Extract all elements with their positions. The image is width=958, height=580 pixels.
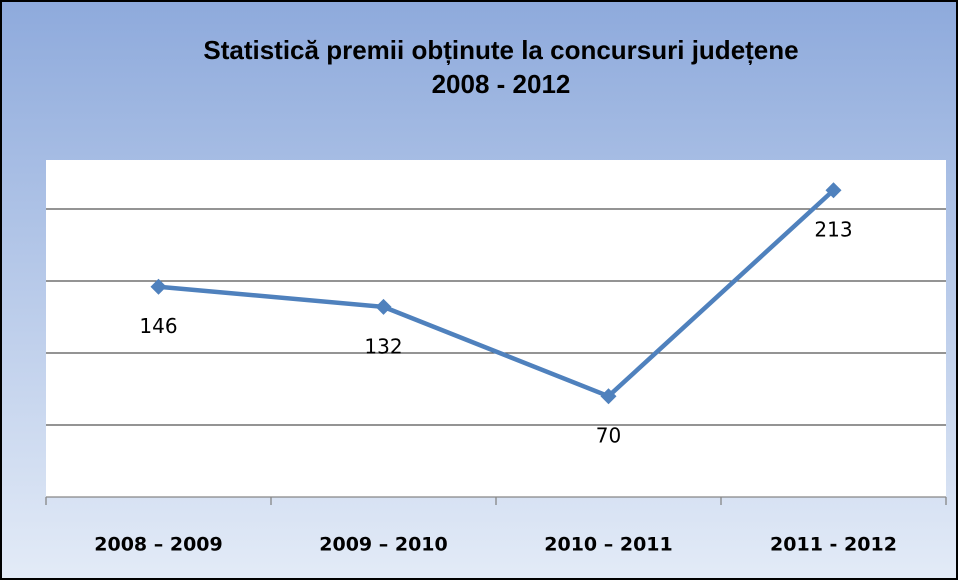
x-tick-label: 2010 – 2011 <box>544 534 673 556</box>
marker <box>150 278 167 295</box>
data-label: 70 <box>596 424 621 448</box>
x-tick-label: 2011 - 2012 <box>770 534 897 556</box>
chart-title: 2008 - 2012 <box>432 69 571 99</box>
marker <box>375 298 392 315</box>
x-tick-label: 2008 – 2009 <box>94 534 223 556</box>
data-label: 213 <box>814 218 852 242</box>
marker <box>600 388 617 405</box>
plot-area <box>46 160 946 497</box>
marker <box>825 182 842 199</box>
x-tick-label: 2009 – 2010 <box>319 534 448 556</box>
line <box>158 188 836 399</box>
data-label: 146 <box>139 314 177 338</box>
chart-title: Statistică premii obținute la concursuri… <box>203 35 798 65</box>
data-label: 132 <box>364 334 402 358</box>
